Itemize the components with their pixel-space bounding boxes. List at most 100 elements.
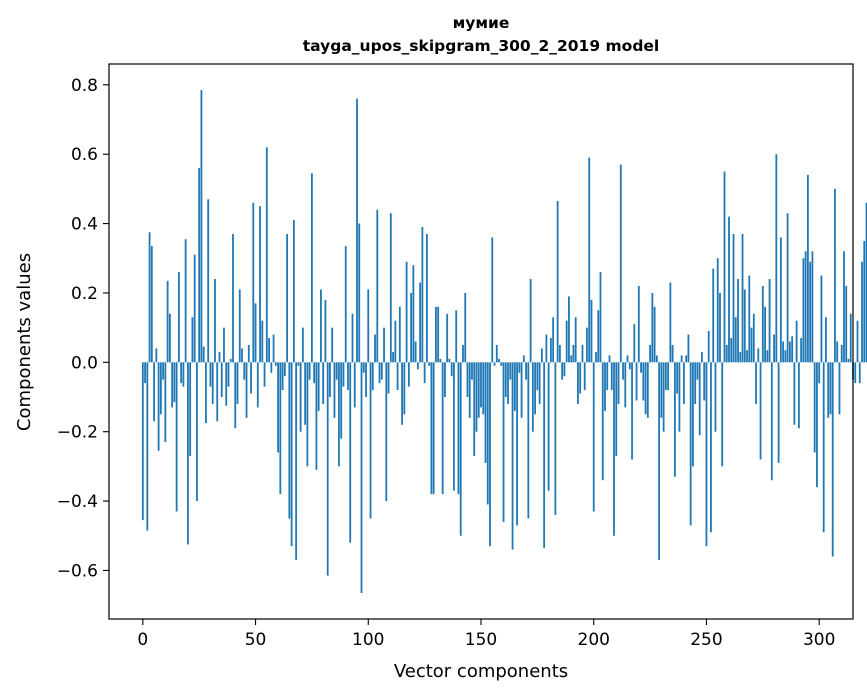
bar — [732, 233, 735, 363]
bar — [335, 362, 338, 380]
bar — [432, 362, 435, 495]
bar — [448, 358, 451, 363]
bar — [547, 362, 550, 491]
bar — [437, 306, 440, 363]
bar — [270, 362, 273, 373]
bar — [782, 341, 785, 363]
bar — [516, 362, 518, 526]
bar — [471, 362, 473, 380]
bar — [279, 362, 282, 495]
bar — [486, 362, 489, 505]
bar — [166, 280, 169, 363]
y-tick-label: 0.0 — [71, 353, 98, 373]
bar — [818, 362, 821, 384]
bar — [421, 227, 424, 363]
bar — [288, 362, 291, 519]
bar — [509, 362, 512, 380]
bar — [626, 355, 629, 363]
bar — [155, 348, 158, 363]
bar — [737, 279, 739, 363]
bar — [743, 289, 746, 363]
plot-frame — [108, 63, 854, 620]
bar — [398, 306, 401, 363]
bar — [536, 362, 539, 391]
bar — [256, 362, 259, 408]
bar — [588, 157, 591, 363]
bar — [800, 338, 803, 363]
bar — [320, 289, 322, 363]
bar — [707, 331, 710, 363]
bar — [322, 362, 325, 404]
bar — [261, 320, 264, 363]
bar — [180, 362, 183, 384]
bar — [232, 233, 234, 363]
bar — [861, 261, 863, 363]
bar — [405, 261, 408, 363]
bar — [189, 362, 192, 456]
bar — [299, 362, 302, 432]
bar — [721, 362, 724, 467]
bar — [265, 147, 268, 363]
y-tick-label: −0.2 — [57, 423, 98, 443]
bar — [757, 348, 760, 363]
bar — [193, 254, 196, 363]
bar — [389, 213, 392, 363]
bar — [385, 362, 388, 502]
bar — [759, 362, 762, 460]
bar — [489, 362, 491, 547]
bar — [236, 362, 239, 404]
bar — [531, 362, 534, 432]
bar — [673, 362, 676, 477]
bar — [705, 362, 708, 547]
bar — [755, 362, 757, 404]
bar — [164, 362, 167, 443]
bar — [723, 171, 726, 363]
bar — [583, 362, 586, 391]
bar — [561, 362, 564, 380]
bar — [477, 362, 480, 418]
bar — [804, 251, 807, 363]
bar — [622, 362, 624, 380]
bar — [529, 279, 532, 363]
bar — [597, 310, 600, 363]
x-tick-label: 50 — [245, 630, 267, 650]
bar — [283, 362, 286, 377]
bar — [326, 362, 329, 576]
bar — [362, 362, 365, 373]
bar — [252, 202, 255, 363]
bar — [376, 209, 379, 363]
bar — [739, 351, 742, 363]
bar — [150, 246, 153, 363]
bar — [356, 98, 358, 363]
bar — [229, 358, 232, 363]
bar — [268, 338, 270, 363]
bar — [484, 362, 487, 463]
bar — [858, 362, 861, 384]
bar — [698, 362, 701, 436]
bar — [507, 362, 509, 404]
bar — [216, 362, 219, 422]
bar — [464, 292, 467, 363]
bar — [200, 90, 203, 363]
bar — [475, 362, 478, 432]
bar — [522, 355, 525, 363]
bar — [331, 327, 334, 363]
bar — [333, 362, 336, 418]
bar — [696, 362, 699, 380]
bar — [378, 362, 381, 384]
bar — [779, 237, 782, 363]
bar — [423, 362, 426, 384]
bar — [761, 286, 764, 363]
bar — [351, 313, 354, 363]
bar — [223, 327, 225, 363]
bar — [669, 282, 672, 363]
bar — [297, 362, 300, 366]
bar — [527, 362, 530, 519]
y-tick-label: 0.2 — [71, 284, 98, 304]
bar — [349, 362, 352, 543]
bar — [834, 188, 836, 363]
bar — [455, 310, 458, 363]
bar — [773, 334, 775, 363]
bar — [360, 362, 363, 593]
